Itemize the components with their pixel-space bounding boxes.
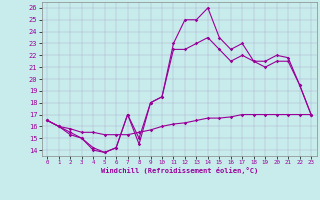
X-axis label: Windchill (Refroidissement éolien,°C): Windchill (Refroidissement éolien,°C) bbox=[100, 167, 258, 174]
